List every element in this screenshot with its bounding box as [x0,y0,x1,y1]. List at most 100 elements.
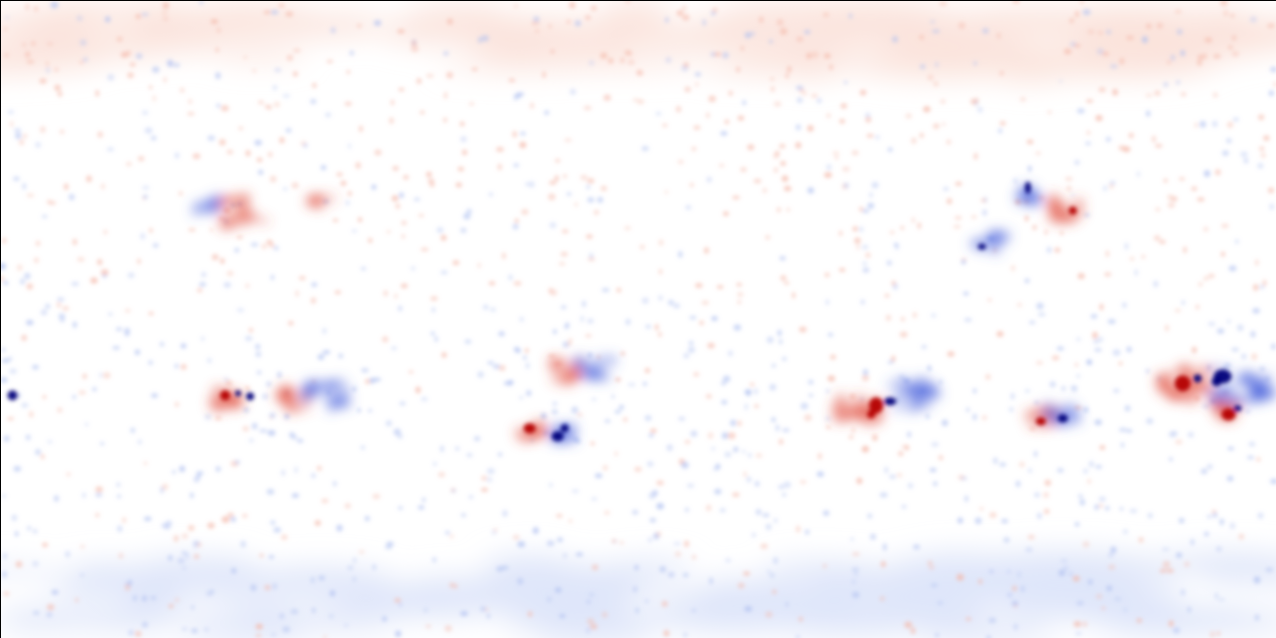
negative-flux-speckle [589,252,594,259]
positive-flux-speckle [1017,302,1023,307]
positive-flux-speckle [942,122,946,126]
positive-flux-speckle [796,525,801,533]
negative-sunspot [235,390,242,397]
negative-flux-speckle [666,444,673,452]
positive-flux-speckle [1191,346,1197,354]
negative-flux-speckle [1094,504,1099,511]
positive-flux-speckle [35,240,41,246]
positive-flux-speckle [447,18,453,25]
negative-flux-speckle [574,20,581,27]
south-polar-haze [197,569,311,587]
negative-flux-speckle [349,50,354,56]
positive-flux-speckle [999,121,1006,126]
positive-flux-speckle [181,533,189,540]
positive-flux-speckle [1203,227,1209,232]
negative-flux-speckle [779,256,786,261]
north-polar-haze [878,33,968,54]
negative-flux-speckle [1056,346,1064,351]
negative-flux-speckle [635,607,639,614]
negative-flux-speckle [259,429,268,433]
negative-flux-speckle [32,364,39,370]
positive-flux-speckle [1105,250,1110,258]
positive-flux-speckle [675,105,682,113]
negative-flux-speckle [721,399,728,405]
positive-flux-speckle [194,554,200,559]
negative-flux-speckle [862,267,870,273]
positive-flux-speckle [704,247,709,254]
positive-flux-speckle [783,281,790,285]
positive-flux-speckle [1155,207,1161,212]
negative-flux-speckle [174,363,179,369]
negative-flux-speckle [907,431,912,438]
negative-flux-speckle [869,533,877,540]
positive-flux-speckle [1163,178,1168,183]
negative-flux-speckle [884,466,889,474]
positive-flux-speckle [390,99,395,106]
positive-plage [234,395,244,409]
positive-flux-speckle [737,582,745,589]
positive-flux-speckle [1267,23,1275,28]
positive-flux-speckle [684,440,691,444]
positive-flux-speckle [481,487,489,492]
negative-flux-speckle [272,85,278,90]
positive-flux-speckle [865,117,872,123]
negative-flux-speckle [754,388,758,395]
negative-flux-speckle [265,381,272,387]
positive-flux-speckle [580,174,588,181]
positive-flux-speckle [31,41,36,46]
negative-flux-speckle [887,360,893,365]
negative-flux-speckle [552,401,558,406]
positive-flux-speckle [927,74,934,81]
negative-flux-speckle [181,627,188,631]
positive-flux-speckle [851,150,859,156]
negative-sunspot [884,397,897,406]
negative-flux-speckle [11,514,18,521]
negative-flux-speckle [766,336,774,344]
negative-flux-speckle [141,12,149,17]
positive-flux-speckle [654,324,659,331]
north-polar-haze [885,56,1014,79]
negative-flux-speckle [231,567,237,574]
positive-flux-speckle [1268,187,1275,194]
negative-flux-speckle [201,271,207,278]
negative-flux-speckle [769,383,777,391]
positive-flux-speckle [264,104,269,109]
positive-flux-speckle [125,162,132,166]
negative-flux-speckle [586,627,590,634]
positive-flux-speckle [497,163,502,171]
negative-flux-speckle [795,85,804,90]
positive-flux-speckle [676,10,684,16]
negative-flux-speckle [931,442,939,447]
positive-flux-speckle [1032,224,1037,231]
negative-flux-speckle [1104,505,1110,511]
positive-flux-speckle [1162,561,1171,568]
negative-flux-speckle [862,209,870,213]
positive-flux-speckle [1024,215,1029,222]
negative-flux-speckle [1079,498,1086,506]
south-polar-haze [828,617,910,632]
positive-flux-speckle [95,513,100,518]
negative-flux-speckle [554,587,562,593]
sunspot-layer [7,181,1242,442]
negative-plage [323,392,331,403]
positive-flux-speckle [410,45,419,53]
negative-flux-speckle [667,572,675,578]
negative-flux-speckle [1207,321,1216,327]
positive-plage [314,194,326,203]
positive-flux-speckle [97,131,103,138]
positive-flux-speckle [1072,575,1080,582]
positive-flux-speckle [1020,97,1026,102]
negative-flux-speckle [1269,203,1275,210]
negative-flux-speckle [920,64,926,69]
positive-flux-speckle [1154,90,1161,96]
negative-flux-speckle [290,609,299,615]
negative-flux-speckle [1001,519,1009,524]
positive-flux-speckle [896,473,903,478]
positive-flux-speckle [1118,361,1123,366]
positive-plage [1052,202,1068,212]
negative-flux-speckle [486,467,495,475]
negative-flux-speckle [966,407,970,412]
positive-flux-speckle [590,5,597,11]
negative-plage [1213,395,1226,402]
negative-flux-speckle [1105,137,1111,142]
